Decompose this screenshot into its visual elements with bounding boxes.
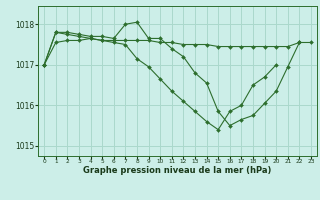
- X-axis label: Graphe pression niveau de la mer (hPa): Graphe pression niveau de la mer (hPa): [84, 166, 272, 175]
